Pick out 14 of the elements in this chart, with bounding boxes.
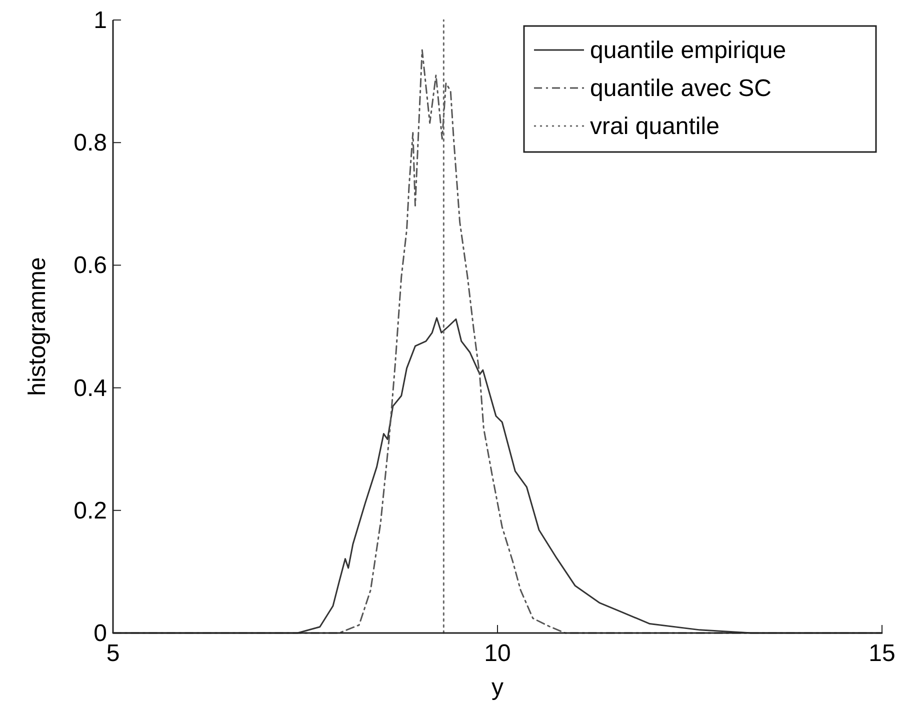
legend-label: vrai quantile: [590, 113, 720, 140]
y-tick-label: 0: [94, 620, 107, 647]
x-tick-label: 5: [106, 640, 120, 667]
y-tick-label: 0.4: [74, 374, 107, 402]
y-tick-label: 0.6: [74, 252, 107, 280]
y-tick-label: 1: [94, 7, 107, 34]
x-axis-title: y: [492, 674, 504, 701]
x-tick-label: 10: [484, 640, 511, 667]
y-tick-label: 0.2: [74, 497, 107, 524]
x-tick-label: 15: [868, 640, 896, 667]
legend-label: quantile empirique: [590, 37, 786, 64]
legend-label: quantile avec SC: [590, 75, 772, 102]
y-tick-label: 0.8: [74, 130, 107, 157]
y-axis-title: histogramme: [24, 257, 51, 396]
